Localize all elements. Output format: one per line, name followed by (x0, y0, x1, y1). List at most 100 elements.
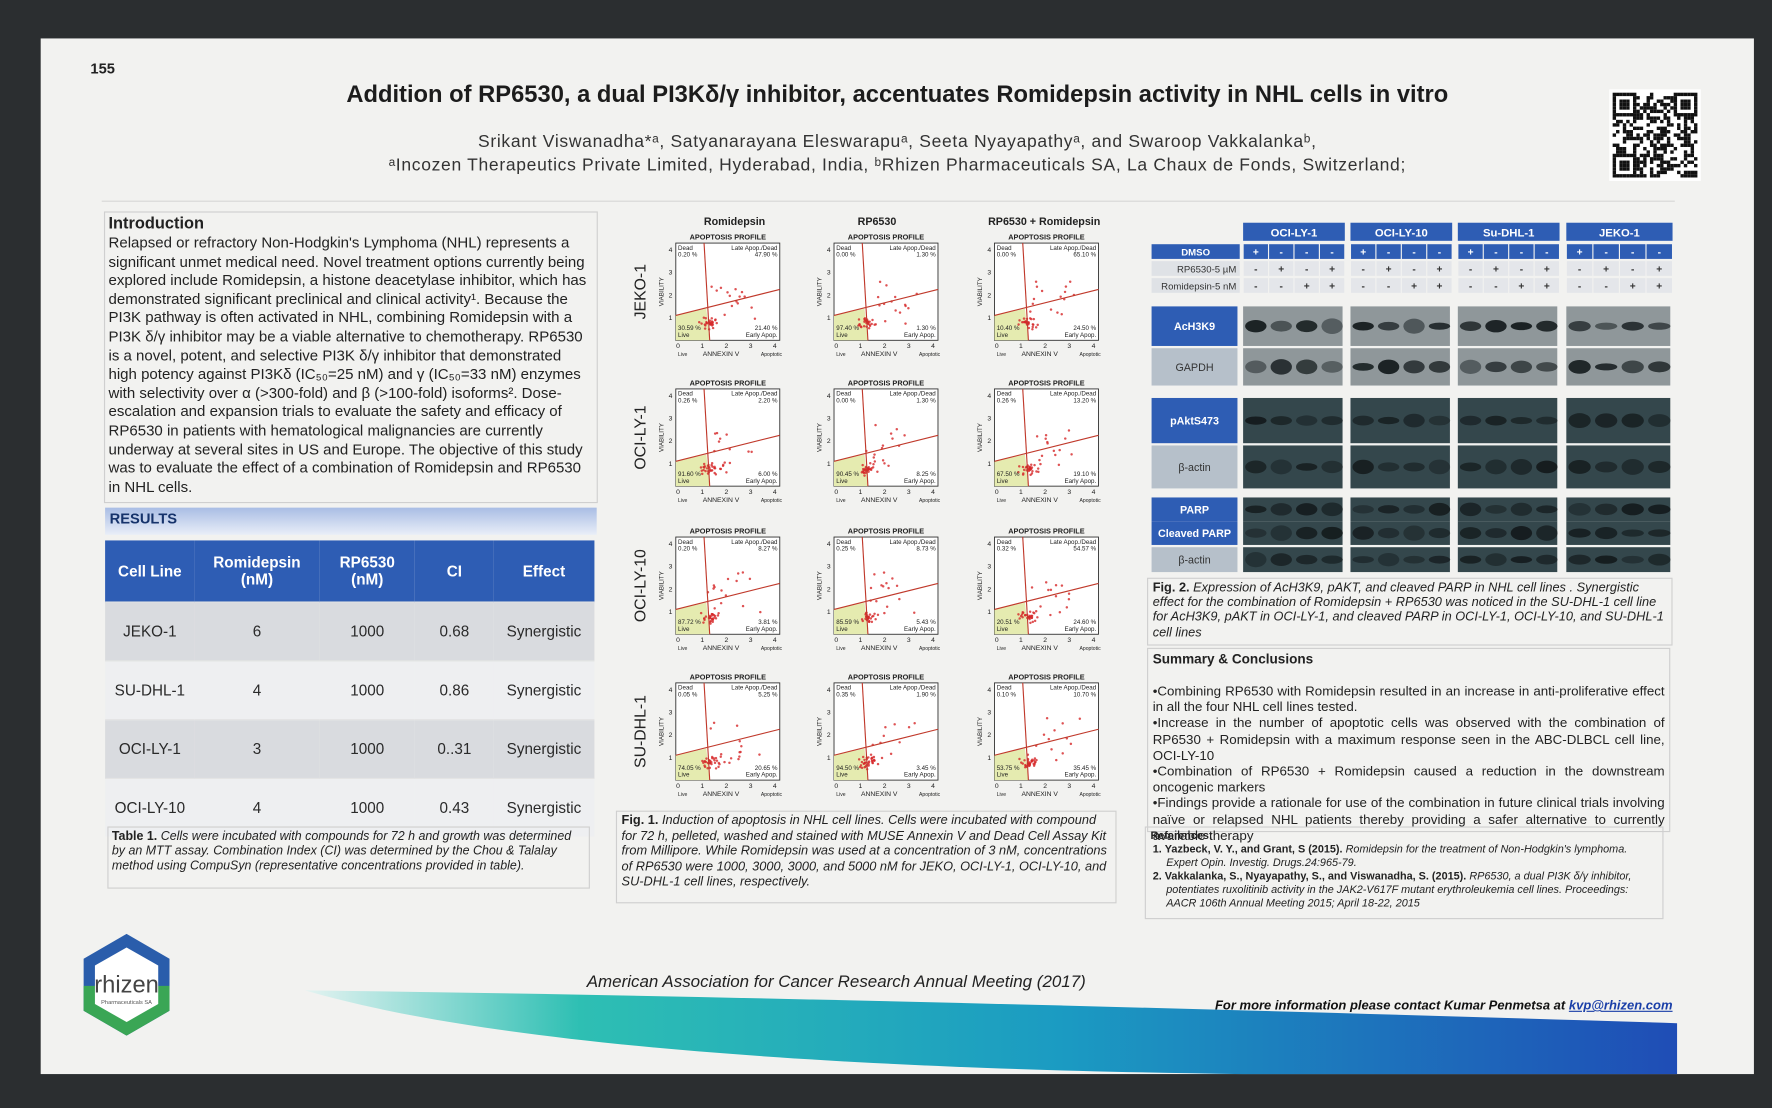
blot-band (1270, 525, 1292, 541)
qr-module (1694, 157, 1698, 161)
qr-module (1622, 99, 1627, 103)
table-header-cell: CI (415, 540, 494, 603)
qr-module (1639, 167, 1644, 171)
quadrant-label: Live (997, 772, 1009, 779)
qr-module (1649, 109, 1654, 114)
treatment-cell (1483, 261, 1509, 276)
qr-module (1636, 133, 1640, 137)
event-dot (862, 325, 866, 328)
y-axis-label: VIABILITY (658, 277, 665, 306)
qr-module (1626, 133, 1630, 137)
blot-band (1595, 503, 1618, 516)
event-dot (726, 577, 730, 581)
event-dot (740, 290, 744, 294)
event-dot (712, 721, 716, 725)
event-dot (713, 607, 716, 610)
event-dot (913, 611, 916, 615)
qr-module (1680, 113, 1684, 117)
table-cell: JEKO-1 (105, 601, 195, 661)
plot-title: APOPTOSIS PROFILE (848, 672, 925, 681)
qr-module (1687, 92, 1691, 97)
event-dot (872, 462, 875, 466)
qr-module (1656, 146, 1661, 151)
treatment-cell (1427, 278, 1452, 293)
blot-band (1621, 360, 1644, 374)
late-value: 8.27 % (758, 546, 778, 553)
gate-line (994, 728, 1099, 756)
qr-module (1643, 106, 1647, 110)
qr-module (1677, 116, 1681, 120)
treatment-sign: + (1493, 264, 1499, 275)
event-dot (1018, 757, 1021, 761)
quadrant-label: Early Apop. (746, 332, 778, 339)
treatment-sign: - (1604, 248, 1607, 259)
qr-module (1619, 102, 1623, 107)
event-dot (857, 758, 861, 761)
quadrant-label: Dead (678, 685, 693, 692)
protein-label-box (1151, 497, 1238, 522)
event-dot (1031, 323, 1035, 326)
qr-module (1622, 160, 1627, 164)
event-dot (1033, 757, 1037, 760)
qr-module (1653, 106, 1657, 110)
treatment-sign: + (1656, 281, 1662, 292)
x-axis-label: ANNEXIN V (703, 791, 740, 798)
logo-subtitle: Pharmaceuticals SA (101, 1000, 152, 1006)
qr-module (1694, 140, 1698, 144)
protein-label-box (1151, 445, 1238, 489)
blot-band (1648, 414, 1671, 428)
qr-module (1626, 174, 1630, 178)
event-dot (1028, 616, 1031, 620)
table-header-row: Cell Line Romidepsin (nM) RP6530 (nM) CI Eff… (105, 540, 595, 603)
treatment-sign: - (1494, 248, 1497, 259)
treatment-sign: - (1361, 264, 1364, 275)
cell-line-label: OCI-LY-10 (1375, 227, 1428, 239)
treatment-cell (1619, 278, 1646, 293)
event-dot (872, 614, 875, 618)
qr-module (1636, 96, 1640, 100)
contact-text: For more information please contact Kuma… (1214, 999, 1566, 1014)
reference-text: Romidepsin for the treatment of Non-Hodg… (1166, 843, 1628, 870)
qr-module (1660, 146, 1664, 151)
blot-band (1568, 460, 1591, 474)
event-dot (1017, 613, 1020, 616)
qr-module (1612, 153, 1617, 158)
treatment-cell (1483, 278, 1509, 293)
event-dot (750, 450, 753, 454)
plot-area (994, 682, 1099, 781)
qr-module (1632, 106, 1637, 110)
late-value: 5.25 % (758, 691, 778, 698)
event-dot (708, 469, 712, 472)
blot-band (1295, 415, 1318, 426)
qr-module (1663, 113, 1667, 117)
qr-module (1632, 116, 1637, 120)
y-tick-label: 4 (827, 393, 831, 400)
event-dot (1018, 465, 1021, 468)
qr-module (1643, 174, 1647, 178)
blot-band (1403, 504, 1425, 514)
treatment-sign: - (1494, 281, 1497, 292)
qr-module (1632, 96, 1637, 100)
event-dot (882, 734, 886, 738)
live-value: 10.40 % (997, 325, 1020, 332)
blot-band (1352, 415, 1374, 426)
event-dot (720, 589, 723, 592)
event-dot (895, 427, 899, 431)
event-dot (867, 620, 871, 623)
blot-band (1648, 361, 1671, 373)
event-dot (859, 325, 863, 328)
contact-email[interactable]: kvp@rhizen.com (1568, 999, 1673, 1014)
x-tick-label: 4 (1092, 637, 1096, 644)
event-dot (1021, 611, 1025, 615)
blot-band (1459, 555, 1482, 564)
event-dot (1027, 763, 1031, 766)
event-dot (1020, 761, 1023, 764)
event-dot (895, 584, 899, 588)
dead-value: 0.00 % (836, 397, 856, 404)
table-cell: SU-DHL-1 (105, 660, 195, 720)
live-gate (994, 454, 1029, 487)
gate-line (861, 682, 869, 781)
event-dot (726, 291, 729, 294)
reference-authors: Yazbeck, V. Y., and Grant, S (2015). (1164, 843, 1343, 856)
qr-module (1656, 157, 1661, 161)
